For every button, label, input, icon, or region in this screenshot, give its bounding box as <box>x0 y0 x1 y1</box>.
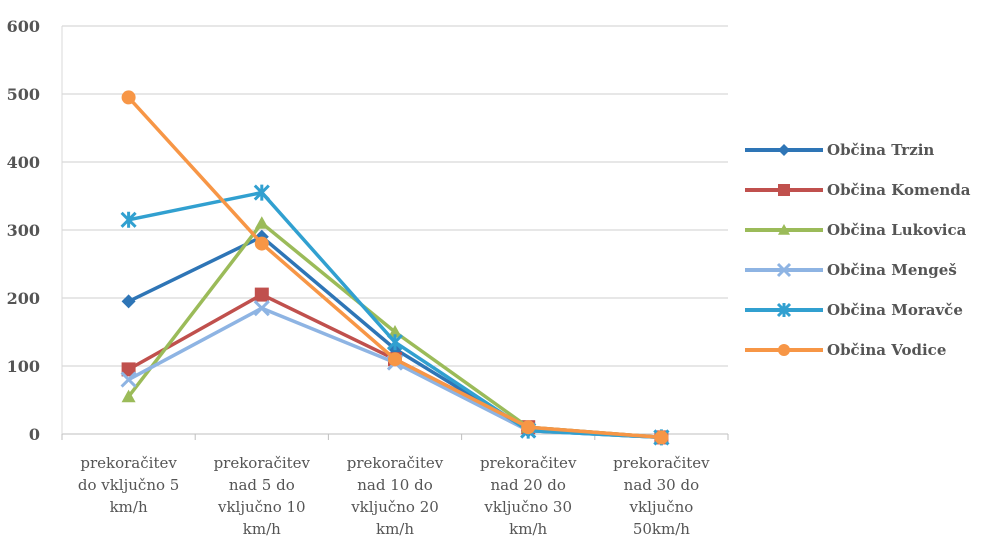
series-ob-ina-morav-e <box>120 184 670 446</box>
x-axis-ticks: prekoračitev do vključno 5 km/h prekoračite… <box>78 454 710 538</box>
data-point <box>521 420 536 435</box>
x-tick-label: prekoračitev nad 5 do vključno 10 km/h <box>214 454 311 538</box>
legend-marker <box>778 224 790 235</box>
data-point <box>388 352 402 367</box>
data-point <box>254 216 269 229</box>
data-point <box>120 211 137 228</box>
legend-marker <box>776 302 792 318</box>
data-point <box>386 334 404 351</box>
x-tick-label: prekoračitev do vključno 5 km/h <box>78 454 179 516</box>
data-point <box>121 389 136 403</box>
legend-marker <box>776 262 792 278</box>
x-tick-label: prekoračitev nad 20 do vključno 30 km/h <box>480 454 577 538</box>
series-line <box>128 190 662 440</box>
legend-label: Občina Komenda <box>827 181 971 199</box>
legend-item: Občina Mengeš <box>745 261 957 279</box>
data-point <box>254 287 269 302</box>
legend-item: Občina Vodice <box>745 341 946 359</box>
series-lines <box>120 90 670 446</box>
legend-marker <box>778 344 790 356</box>
x-tick-label: prekoračitev nad 30 do vključno 50km/h <box>613 454 710 538</box>
legend-marker <box>778 184 790 196</box>
legend-label: Občina Vodice <box>827 341 946 359</box>
legend-item: Občina Komenda <box>745 181 971 199</box>
x-tick-label: prekoračitev nad 10 do vključno 20 km/h <box>347 454 444 538</box>
legend: Občina Trzin Občina Komenda Občina Lukovic… <box>745 141 971 359</box>
series-ob-ina-vodice <box>121 90 669 445</box>
legend-item: Občina Lukovica <box>745 221 967 239</box>
y-tick-label: 400 <box>7 153 40 172</box>
y-tick-label: 200 <box>7 289 40 308</box>
y-axis-ticks: 0 100 200 300 400 500 600 <box>7 17 40 444</box>
y-tick-label: 0 <box>29 425 40 444</box>
data-point <box>121 362 136 377</box>
data-point <box>254 236 269 251</box>
legend-label: Občina Lukovica <box>827 221 967 239</box>
y-tick-label: 600 <box>7 17 40 36</box>
legend-label: Občina Moravče <box>827 301 963 319</box>
series-line <box>127 96 662 440</box>
series-ob-ina-menge- <box>120 300 670 446</box>
legend-label: Občina Trzin <box>827 141 934 159</box>
data-point <box>253 184 270 201</box>
legend-label: Občina Mengeš <box>827 261 957 279</box>
data-point <box>121 294 136 309</box>
data-point <box>388 325 402 338</box>
gridlines <box>61 25 729 440</box>
data-point <box>121 90 136 105</box>
series-ob-ina-lukovica <box>121 216 669 443</box>
y-tick-label: 300 <box>7 221 40 240</box>
data-point <box>120 371 137 388</box>
legend-item: Občina Moravče <box>745 301 963 319</box>
data-point <box>654 430 669 445</box>
data-point <box>253 300 270 317</box>
y-tick-label: 500 <box>7 85 40 104</box>
y-tick-label: 100 <box>7 357 40 376</box>
legend-item: Občina Trzin <box>745 141 934 159</box>
legend-marker <box>778 144 790 156</box>
